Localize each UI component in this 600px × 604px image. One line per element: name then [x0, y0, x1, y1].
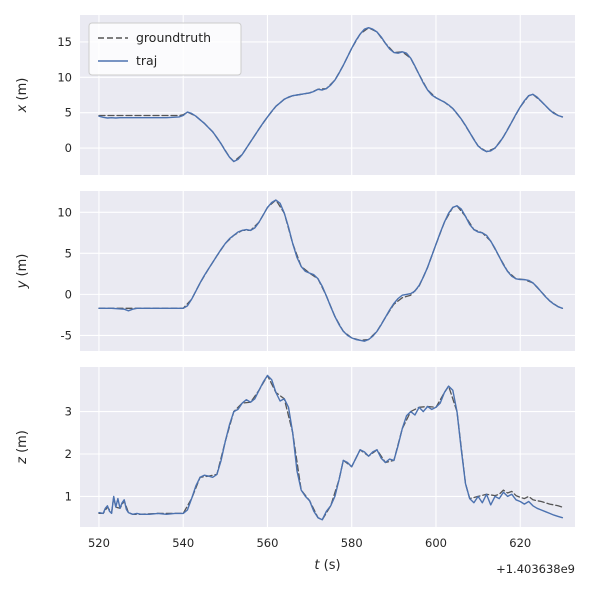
y-tick-label: 0 [65, 287, 72, 301]
x-tick-label: 560 [256, 536, 278, 550]
y-tick-label: 10 [57, 205, 72, 219]
y-axis-label: y (m) [15, 254, 30, 290]
series-line-traj [98, 27, 564, 163]
y-tick-label: 10 [57, 70, 72, 84]
axes-background [80, 367, 575, 527]
legend-box [88, 22, 242, 76]
y-tick-label: 15 [57, 35, 72, 49]
axes-background [80, 191, 575, 351]
x-tick-label: 520 [88, 536, 110, 550]
series-line-traj [98, 199, 564, 342]
x-axis-label: t (s) [314, 558, 340, 573]
y-axis-label: z (m) [15, 430, 30, 465]
y-tick-label: 5 [65, 106, 72, 120]
y-axis-label: x (m) [15, 78, 30, 114]
legend-label-groundtruth: groundtruth [136, 30, 211, 45]
y-tick-label: 3 [65, 405, 72, 419]
x-tick-label: 540 [172, 536, 194, 550]
x-tick-label: 620 [509, 536, 531, 550]
legend-label-traj: traj [136, 53, 157, 68]
y-tick-label: -5 [61, 328, 72, 342]
series-line-traj [98, 374, 564, 521]
y-tick-label: 2 [65, 447, 72, 461]
y-tick-label: 1 [65, 489, 72, 503]
x-tick-label: 580 [341, 536, 363, 550]
x-tick-label: 600 [425, 536, 447, 550]
y-tick-label: 0 [65, 141, 72, 155]
axis-offset-text: +1.403638e9 [496, 562, 575, 576]
y-tick-label: 5 [65, 246, 72, 260]
